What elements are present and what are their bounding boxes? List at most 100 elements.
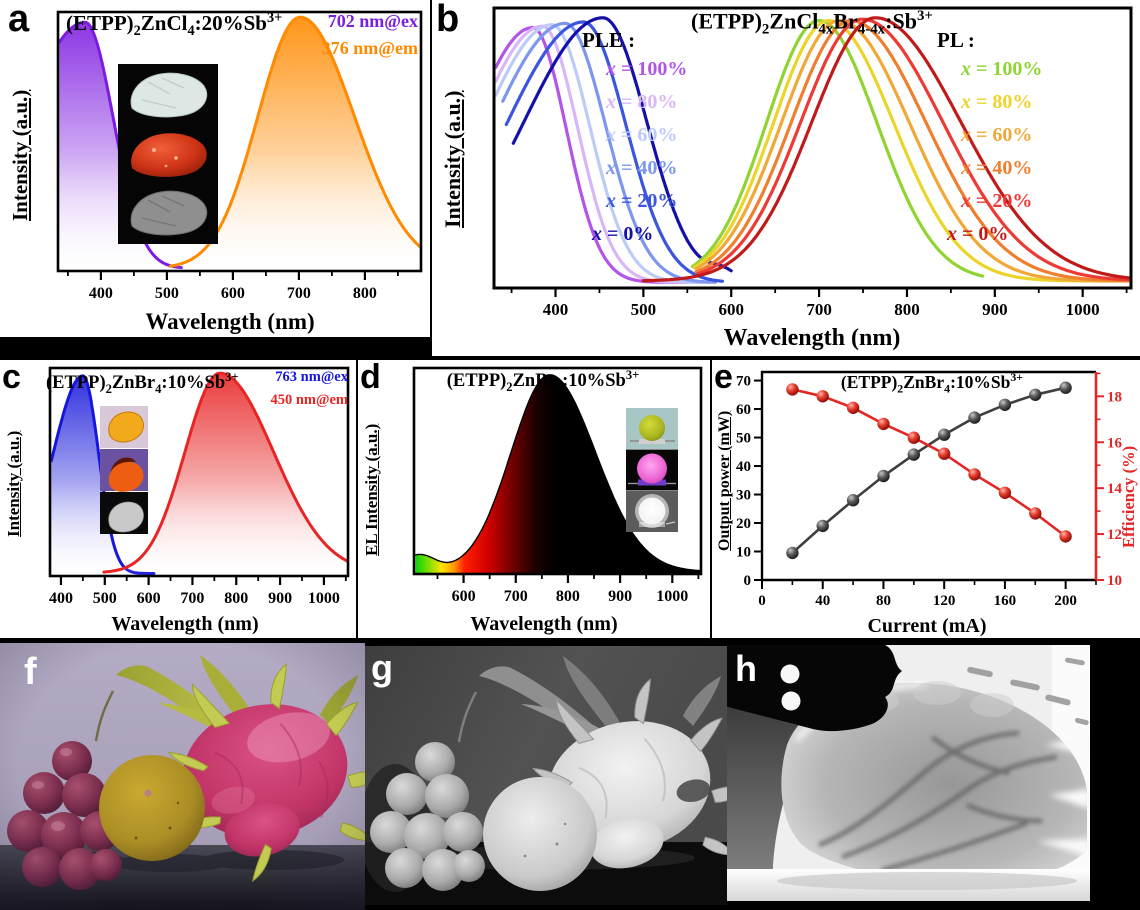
annotation-em-a: 376 nm@em xyxy=(321,38,418,58)
ple-legend-item: x = 60% xyxy=(606,124,678,146)
svg-text:500: 500 xyxy=(155,285,179,302)
ple-legend: PLE : x = 100% x = 80% x = 60% x = 40% x = 20… xyxy=(582,28,687,251)
inset-led-photos-d xyxy=(626,408,678,532)
annotation-ex-c: 763 nm@ex xyxy=(275,369,348,385)
photo-fruits-nir xyxy=(365,646,727,905)
annotation-em-c: 450 nm@em xyxy=(270,392,348,409)
crystal-daylight-photo xyxy=(130,72,208,118)
panel-a: 400 500 600 700 800 a (ETPP)2ZnCl4:20%Sb3+ 7… xyxy=(0,0,430,337)
grape-stem-nir xyxy=(457,691,478,743)
panel-c-title: (ETPP)2ZnBr4:10%Sb3+ xyxy=(46,370,239,396)
ple-legend-item: x = 80% xyxy=(606,91,678,113)
svg-text:160: 160 xyxy=(994,593,1017,609)
panel-a-title: (ETPP)2ZnCl4:20%Sb3+ xyxy=(66,10,283,40)
svg-text:1000: 1000 xyxy=(1066,300,1100,319)
panel-b-title: (ETPP)2ZnCl4xBr4-4x:Sb3+ xyxy=(691,8,933,38)
svg-text:800: 800 xyxy=(224,590,248,607)
panel-d-xlabel: Wavelength (nm) xyxy=(470,613,618,635)
crystal-daylight-blob-c xyxy=(108,411,144,443)
svg-text:400: 400 xyxy=(49,590,73,607)
pl-legend-item: x = 80% xyxy=(961,91,1033,113)
svg-text:700: 700 xyxy=(180,590,204,607)
panel-c-annotations: 763 nm@ex 450 nm@em xyxy=(270,366,348,412)
svg-text:0: 0 xyxy=(758,593,766,609)
panel-a-xlabel: Wavelength (nm) xyxy=(145,309,315,334)
svg-text:120: 120 xyxy=(933,593,956,609)
svg-text:40: 40 xyxy=(736,459,751,475)
panel-e-title: (ETPP)2ZnBr4:10%Sb3+ xyxy=(840,370,1024,396)
svg-text:700: 700 xyxy=(287,285,311,302)
dragon-fruit-dark-spot-nir xyxy=(676,779,711,803)
crystal-uv-shadow-c xyxy=(110,457,136,482)
panel-d-title: (ETPP)2ZnBr4:10%Sb3+ xyxy=(446,368,640,394)
svg-text:60: 60 xyxy=(736,402,751,418)
svg-text:10: 10 xyxy=(1107,573,1122,589)
svg-text:600: 600 xyxy=(221,285,245,302)
panel-d: 600 700 800 900 1000 d (ETPP)2ZnBr4:10%Sb3+ … xyxy=(358,360,710,638)
clamp-knob-bottom xyxy=(781,691,801,711)
led-off-photo xyxy=(626,408,678,449)
ple-legend-item: x = 20% xyxy=(606,190,678,212)
svg-text:900: 900 xyxy=(982,300,1008,319)
finger-gaps xyxy=(1037,735,1090,857)
orange-fruit-nir xyxy=(483,777,597,891)
ple-legend-heading: PLE : xyxy=(582,28,636,52)
panel-letter-g: g xyxy=(371,647,393,688)
panel-e-ylabel-left: Output power (mW) xyxy=(716,410,733,551)
svg-text:700: 700 xyxy=(504,588,528,605)
svg-text:600: 600 xyxy=(137,590,161,607)
led-on-nir-photo xyxy=(626,491,678,532)
svg-text:70: 70 xyxy=(736,374,751,390)
crystal-nir-photo xyxy=(130,190,208,236)
ple-legend-item: x = 0% xyxy=(592,223,654,245)
svg-text:80: 80 xyxy=(876,593,891,609)
panel-e: 0 40 80 120 160 200 0 10 20 30 40 50 60 70 10 12 14 16 18 … xyxy=(712,360,1140,638)
svg-text:900: 900 xyxy=(608,588,632,605)
panel-c-ylabel: Intensity (a.u.) xyxy=(4,430,23,537)
inset-crystal-photos-a xyxy=(118,64,218,244)
svg-text:800: 800 xyxy=(894,300,920,319)
panel-a-annotations: 702 nm@ex 376 nm@em xyxy=(322,8,418,62)
veins xyxy=(818,730,1058,873)
panel-letter-c: c xyxy=(2,360,21,396)
grapes-nir xyxy=(370,691,485,891)
crystal-uv-blob-c xyxy=(108,462,144,492)
svg-text:600: 600 xyxy=(452,588,476,605)
pl-legend-item: x = 100% xyxy=(961,58,1043,80)
svg-text:12: 12 xyxy=(1107,527,1122,543)
orange-spots-nir xyxy=(523,822,567,858)
svg-text:20: 20 xyxy=(736,516,751,532)
panel-b: 400 500 600 700 800 900 1000 b (ETPP)2ZnCl4xBr… xyxy=(432,0,1140,356)
annotation-ex-a: 702 nm@ex xyxy=(327,11,418,31)
el-spectrum-chart-d: 600 700 800 900 1000 xyxy=(412,366,703,605)
svg-text:14: 14 xyxy=(1107,481,1123,497)
svg-text:16: 16 xyxy=(1107,435,1123,451)
pl-legend: PL : x = 100% x = 80% x = 60% x = 40% x = 20%… xyxy=(937,28,1042,251)
spectra-chart-c: 400 500 600 700 800 900 1000 xyxy=(48,366,350,607)
pl-legend-item: x = 20% xyxy=(961,190,1033,212)
svg-text:10: 10 xyxy=(736,545,751,561)
panel-letter-e: e xyxy=(714,360,733,396)
panel-a-ylabel: Intensity (a.u.) xyxy=(8,89,32,221)
led-performance-chart-e: 0 40 80 120 160 200 0 10 20 30 40 50 60 70 10 12 14 16 18 xyxy=(736,370,1123,609)
svg-text:900: 900 xyxy=(268,590,292,607)
clamp-device xyxy=(727,645,902,732)
svg-text:500: 500 xyxy=(631,300,657,319)
svg-text:0: 0 xyxy=(744,573,752,589)
panel-letter-d: d xyxy=(360,360,381,396)
panel-letter-h: h xyxy=(735,648,757,689)
pl-legend-heading: PL : xyxy=(937,28,975,52)
svg-text:800: 800 xyxy=(556,588,580,605)
svg-text:50: 50 xyxy=(736,431,751,447)
panel-c: 400 500 600 700 800 900 1000 c (ETPP)2ZnBr4:10… xyxy=(0,360,356,638)
crystal-nir-blob-c xyxy=(108,501,144,533)
hand-reflection xyxy=(777,872,1077,890)
clamp-knob-top xyxy=(780,664,800,684)
svg-text:40: 40 xyxy=(815,593,830,609)
panel-c-xlabel: Wavelength (nm) xyxy=(111,613,259,635)
svg-text:200: 200 xyxy=(1054,593,1077,609)
ple-legend-item: x = 100% xyxy=(606,58,688,80)
background-marks xyxy=(967,657,1089,726)
spectra-chart-b: 400 500 600 700 800 900 1000 xyxy=(492,6,1133,319)
